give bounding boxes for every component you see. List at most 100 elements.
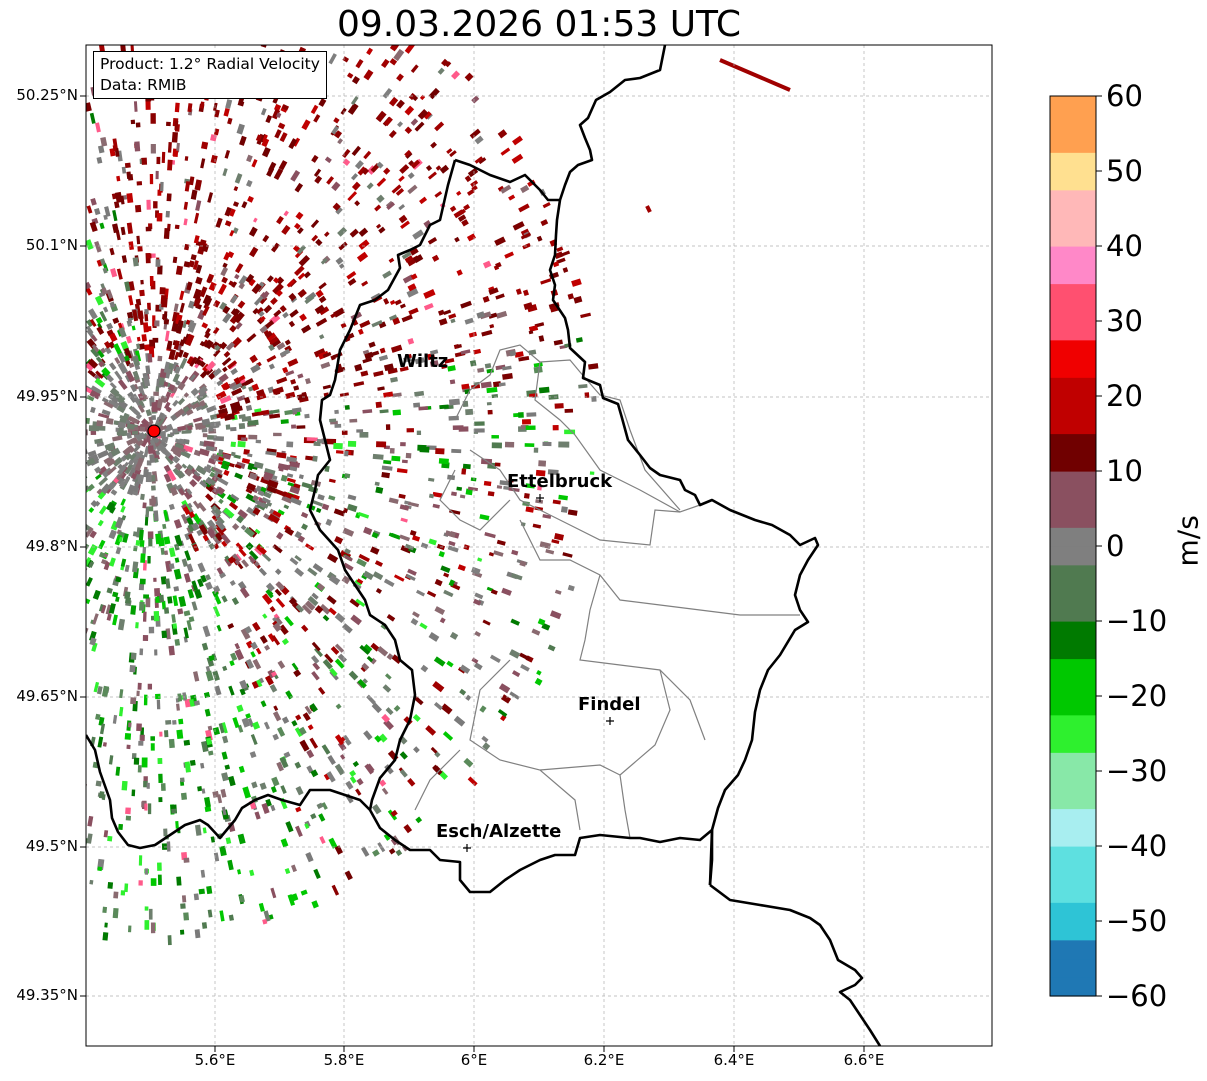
radar-echo-cell [194, 824, 202, 836]
radar-echo-cell [269, 684, 278, 693]
radar-echo-cell [181, 558, 189, 568]
radar-echo-cell [151, 253, 156, 258]
radar-echo-cell [223, 251, 231, 261]
radar-echo-cell [167, 935, 172, 946]
radar-echo-cell [173, 340, 180, 350]
radar-echo-cell [125, 815, 132, 821]
radar-echo-cell [86, 485, 90, 493]
radar-echo-cell [313, 441, 321, 447]
radar-echo-cell [382, 270, 392, 279]
radar-echo-cell [174, 408, 185, 418]
radar-echo-cell [200, 574, 207, 583]
radar-echo-cell [335, 206, 343, 215]
radar-echo-cell [206, 885, 213, 895]
radar-echo-cell [217, 449, 224, 456]
radar-echo-cell [591, 396, 597, 402]
radar-echo-cell [109, 506, 116, 514]
radar-echo-cell [128, 722, 132, 728]
radar-echo-cell [496, 539, 506, 546]
radar-echo-cell [323, 773, 331, 781]
radar-echo-cell [144, 308, 149, 315]
radar-echo-cell [131, 325, 136, 331]
radar-echo-cell [174, 224, 180, 230]
radar-echo-cell [242, 786, 251, 799]
radar-echo-cell [134, 141, 141, 152]
radar-echo-cell [86, 576, 93, 587]
radar-echo-cell [284, 409, 293, 416]
radar-echo-cell [205, 670, 214, 682]
radar-echo-cell [145, 597, 151, 608]
radar-echo-cell [110, 482, 117, 490]
radar-echo-cell [225, 837, 232, 845]
radar-echo-cell [428, 632, 440, 642]
radar-echo-cell [199, 360, 206, 368]
radar-echo-cell [318, 306, 330, 316]
radar-echo-cell [199, 286, 208, 298]
radar-echo-cell [173, 586, 180, 592]
radar-echo-cell [192, 416, 203, 423]
radar-echo-cell [102, 262, 109, 272]
radar-echo-cell [251, 680, 260, 689]
radar-echo-cell [100, 605, 107, 614]
radar-echo-cell [161, 151, 166, 163]
radar-echo-cell [221, 276, 228, 284]
radar-echo-cell [113, 891, 119, 899]
radar-echo-cell [386, 653, 394, 661]
radar-echo-cell [150, 144, 156, 154]
radar-echo-cell [509, 649, 521, 659]
radar-echo-cell [252, 307, 260, 315]
radar-echo-cell [176, 729, 184, 740]
radar-echo-cell [172, 595, 179, 607]
radar-echo-cell [120, 498, 126, 506]
radar-echo-cell [124, 463, 134, 475]
radar-echo-cell [452, 425, 464, 431]
radar-echo-cell [174, 102, 180, 113]
radar-echo-cell [244, 396, 251, 404]
radar-echo-cell [187, 103, 193, 113]
radar-echo-cell [358, 227, 369, 237]
radar-echo-cell [186, 488, 193, 495]
radar-echo-cell [112, 907, 119, 919]
radar-echo-cell [126, 192, 134, 204]
radar-echo-cell [181, 444, 194, 453]
radar-echo-layer [86, 45, 791, 946]
radar-echo-cell [228, 775, 236, 787]
radar-echo-cell [165, 210, 170, 218]
radar-echo-cell [185, 409, 194, 416]
radar-echo-cell [287, 358, 299, 367]
radar-echo-cell [423, 289, 436, 299]
radar-echo-cell [86, 833, 93, 844]
radar-echo-cell [129, 447, 135, 453]
radar-echo-cell [227, 360, 238, 370]
radar-echo-cell [117, 379, 128, 391]
radar-echo-cell [253, 217, 258, 223]
radar-echo-cell [408, 307, 419, 316]
lat-tick-label: 49.35°N [16, 986, 78, 1004]
radar-echo-cell [128, 415, 139, 424]
radar-echo-cell [460, 300, 472, 309]
radar-echo-cell [277, 463, 289, 471]
radar-echo-cell [136, 723, 142, 732]
radar-echo-cell [163, 536, 171, 545]
radar-echo-cell [249, 354, 258, 364]
radar-echo-cell [176, 142, 180, 153]
radar-echo-cell [469, 359, 477, 367]
radar-echo-cell [294, 727, 303, 738]
radar-echo-cell [333, 508, 346, 517]
radar-echo-cell [279, 348, 291, 357]
radar-echo-cell [88, 507, 95, 514]
radar-echo-cell [143, 594, 150, 599]
radar-echo-cell [446, 660, 454, 668]
radar-echo-cell [124, 162, 131, 168]
radar-echo-cell [230, 451, 236, 457]
radar-echo-cell [90, 197, 97, 206]
radar-echo-cell [471, 95, 480, 104]
radar-echo-cell [96, 685, 103, 695]
radar-echo-cell [179, 777, 185, 783]
radar-echo-cell [95, 370, 104, 379]
radar-echo-cell [321, 802, 328, 810]
radar-echo-cell [393, 574, 405, 582]
radar-echo-cell [103, 400, 114, 409]
radar-echo-cell [235, 542, 244, 551]
radar-echo-cell [215, 217, 223, 228]
